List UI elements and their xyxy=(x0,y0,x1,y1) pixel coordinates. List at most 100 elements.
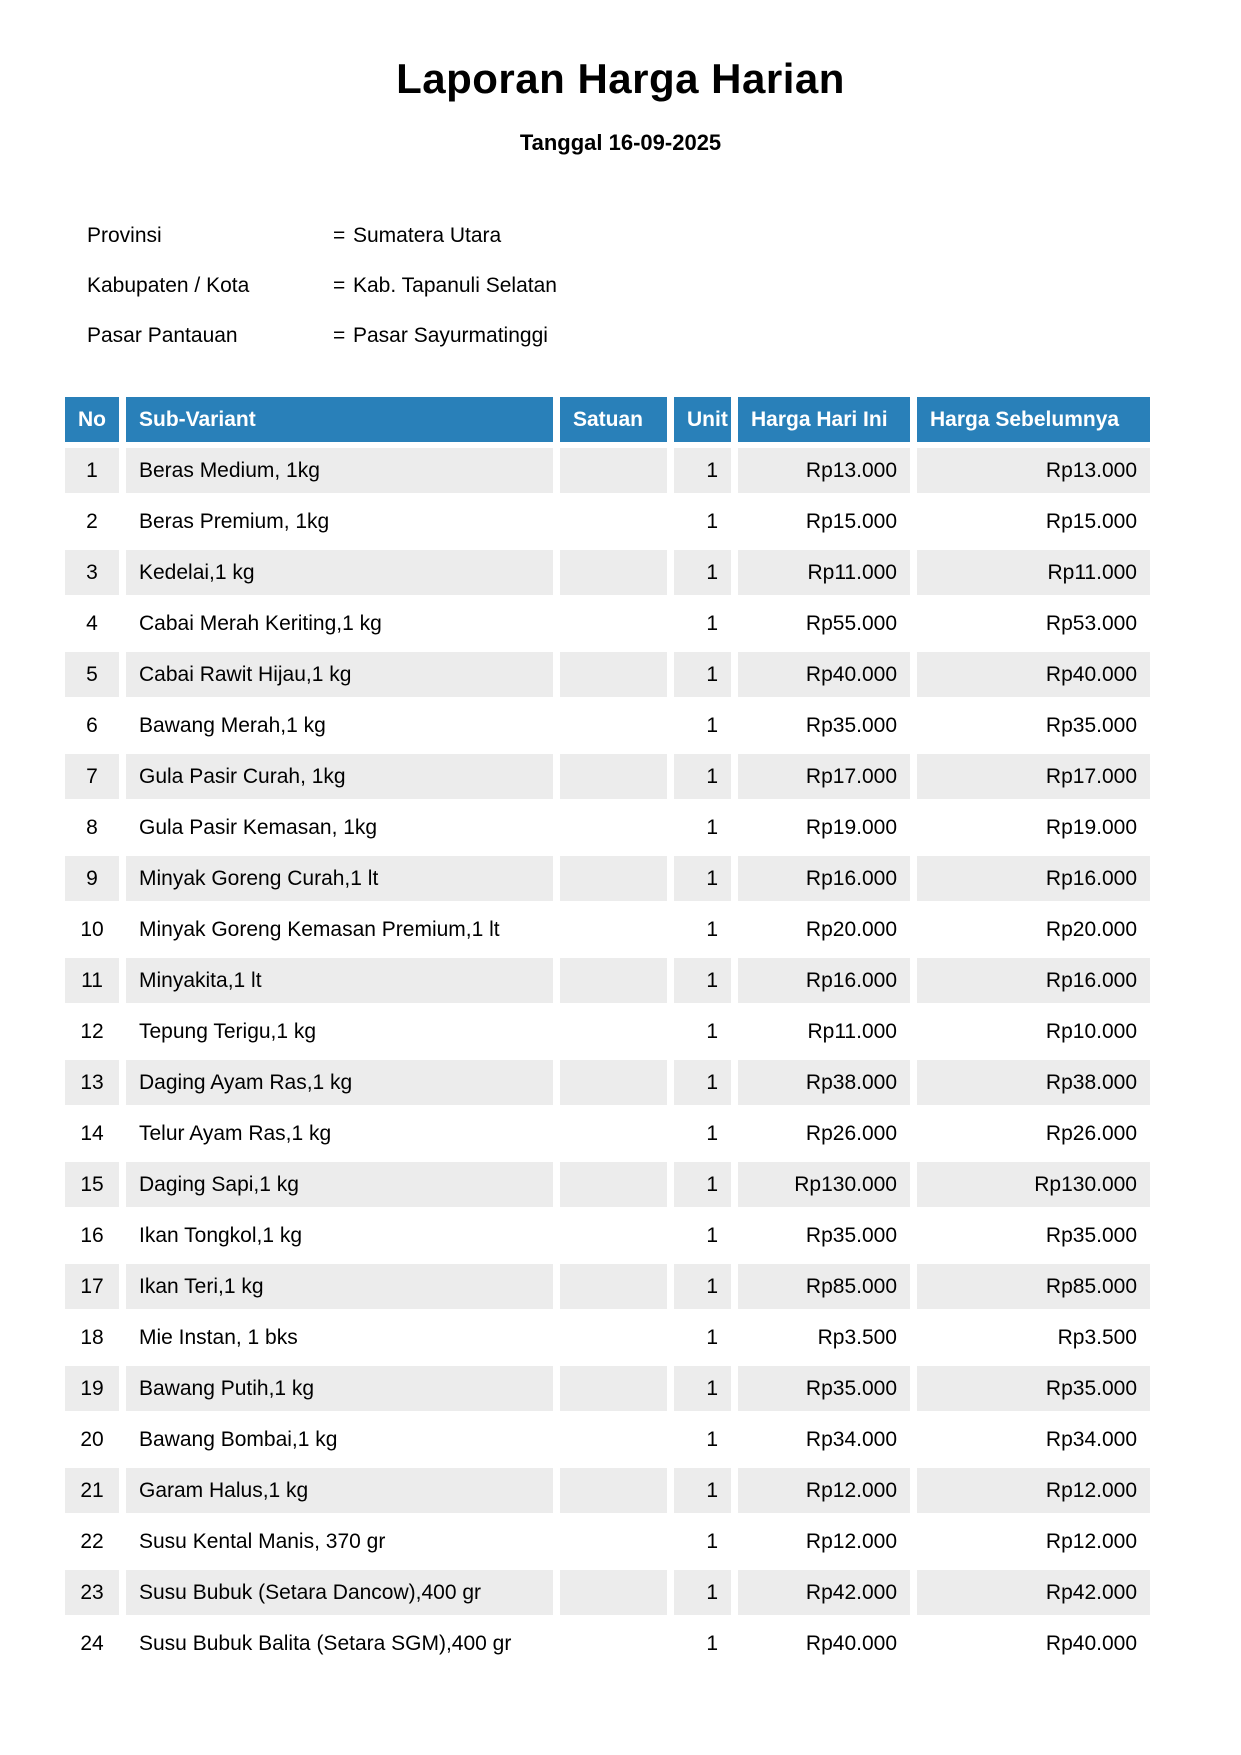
cell-harga-hari-ini: Rp35.000 xyxy=(738,1366,910,1411)
table-body: 1 Beras Medium, 1kg 1 Rp13.000 Rp13.000 2 Bera… xyxy=(65,448,1150,1666)
cell-harga-sebelumnya: Rp42.000 xyxy=(917,1570,1150,1615)
column-header-sub-variant: Sub-Variant xyxy=(126,397,553,442)
pasar-label: Pasar Pantauan xyxy=(87,324,238,347)
cell-no: 15 xyxy=(65,1162,119,1207)
cell-sub-variant: Minyak Goreng Kemasan Premium,1 lt xyxy=(126,907,553,952)
column-header-harga-sebelumnya: Harga Sebelumnya xyxy=(917,397,1150,442)
table-row: 10 Minyak Goreng Kemasan Premium,1 lt 1 Rp2… xyxy=(65,907,1150,952)
cell-no: 18 xyxy=(65,1315,119,1360)
cell-no: 24 xyxy=(65,1621,119,1666)
cell-unit: 1 xyxy=(674,499,731,544)
cell-harga-hari-ini: Rp17.000 xyxy=(738,754,910,799)
cell-harga-hari-ini: Rp12.000 xyxy=(738,1519,910,1564)
cell-unit: 1 xyxy=(674,550,731,595)
cell-harga-sebelumnya: Rp26.000 xyxy=(917,1111,1150,1156)
cell-no: 6 xyxy=(65,703,119,748)
cell-no: 8 xyxy=(65,805,119,850)
cell-sub-variant: Telur Ayam Ras,1 kg xyxy=(126,1111,553,1156)
cell-satuan xyxy=(560,550,667,595)
cell-unit: 1 xyxy=(674,907,731,952)
provinsi-label: Provinsi xyxy=(87,224,162,247)
table-row: 21 Garam Halus,1 kg 1 Rp12.000 Rp12.000 xyxy=(65,1468,1150,1513)
metadata-block: Provinsi = Sumatera Utara Kabupaten / Ko… xyxy=(87,211,1241,361)
cell-satuan xyxy=(560,1519,667,1564)
cell-satuan xyxy=(560,1111,667,1156)
cell-sub-variant: Beras Premium, 1kg xyxy=(126,499,553,544)
cell-harga-sebelumnya: Rp11.000 xyxy=(917,550,1150,595)
table-row: 18 Mie Instan, 1 bks 1 Rp3.500 Rp3.500 xyxy=(65,1315,1150,1360)
cell-harga-hari-ini: Rp35.000 xyxy=(738,703,910,748)
cell-unit: 1 xyxy=(674,805,731,850)
cell-harga-sebelumnya: Rp35.000 xyxy=(917,1366,1150,1411)
cell-satuan xyxy=(560,601,667,646)
cell-unit: 1 xyxy=(674,1621,731,1666)
cell-harga-hari-ini: Rp19.000 xyxy=(738,805,910,850)
price-table: No Sub-Variant Satuan Unit Harga Hari Ini Har… xyxy=(58,391,1157,1672)
table-row: 1 Beras Medium, 1kg 1 Rp13.000 Rp13.000 xyxy=(65,448,1150,493)
cell-unit: 1 xyxy=(674,1264,731,1309)
table-row: 12 Tepung Terigu,1 kg 1 Rp11.000 Rp10.000 xyxy=(65,1009,1150,1054)
cell-satuan xyxy=(560,1468,667,1513)
cell-unit: 1 xyxy=(674,652,731,697)
cell-no: 3 xyxy=(65,550,119,595)
cell-sub-variant: Mie Instan, 1 bks xyxy=(126,1315,553,1360)
report-date: Tanggal 16-09-2025 xyxy=(519,130,722,155)
cell-no: 16 xyxy=(65,1213,119,1258)
table-row: 7 Gula Pasir Curah, 1kg 1 Rp17.000 Rp17.000 xyxy=(65,754,1150,799)
cell-harga-sebelumnya: Rp38.000 xyxy=(917,1060,1150,1105)
cell-harga-hari-ini: Rp12.000 xyxy=(738,1468,910,1513)
cell-sub-variant: Susu Bubuk Balita (Setara SGM),400 gr xyxy=(126,1621,553,1666)
cell-sub-variant: Bawang Bombai,1 kg xyxy=(126,1417,553,1462)
cell-satuan xyxy=(560,805,667,850)
cell-harga-hari-ini: Rp85.000 xyxy=(738,1264,910,1309)
cell-sub-variant: Ikan Teri,1 kg xyxy=(126,1264,553,1309)
cell-harga-hari-ini: Rp15.000 xyxy=(738,499,910,544)
cell-unit: 1 xyxy=(674,1570,731,1615)
cell-harga-hari-ini: Rp40.000 xyxy=(738,1621,910,1666)
cell-unit: 1 xyxy=(674,1519,731,1564)
cell-satuan xyxy=(560,1009,667,1054)
cell-no: 23 xyxy=(65,1570,119,1615)
cell-sub-variant: Kedelai,1 kg xyxy=(126,550,553,595)
cell-no: 4 xyxy=(65,601,119,646)
cell-unit: 1 xyxy=(674,754,731,799)
cell-harga-hari-ini: Rp16.000 xyxy=(738,958,910,1003)
cell-unit: 1 xyxy=(674,1162,731,1207)
table-row: 3 Kedelai,1 kg 1 Rp11.000 Rp11.000 xyxy=(65,550,1150,595)
table-row: 5 Cabai Rawit Hijau,1 kg 1 Rp40.000 Rp40.000 xyxy=(65,652,1150,697)
cell-sub-variant: Susu Kental Manis, 370 gr xyxy=(126,1519,553,1564)
table-row: 9 Minyak Goreng Curah,1 lt 1 Rp16.000 Rp16.0… xyxy=(65,856,1150,901)
cell-unit: 1 xyxy=(674,1468,731,1513)
cell-harga-sebelumnya: Rp40.000 xyxy=(917,1621,1150,1666)
cell-no: 17 xyxy=(65,1264,119,1309)
cell-harga-sebelumnya: Rp20.000 xyxy=(917,907,1150,952)
cell-harga-hari-ini: Rp3.500 xyxy=(738,1315,910,1360)
cell-harga-hari-ini: Rp34.000 xyxy=(738,1417,910,1462)
cell-satuan xyxy=(560,1621,667,1666)
cell-no: 10 xyxy=(65,907,119,952)
metadata-row-kabupaten: Kabupaten / Kota = Kab. Tapanuli Selatan xyxy=(87,261,1241,311)
table-row: 2 Beras Premium, 1kg 1 Rp15.000 Rp15.000 xyxy=(65,499,1150,544)
cell-harga-sebelumnya: Rp130.000 xyxy=(917,1162,1150,1207)
cell-harga-sebelumnya: Rp17.000 xyxy=(917,754,1150,799)
cell-harga-hari-ini: Rp38.000 xyxy=(738,1060,910,1105)
cell-unit: 1 xyxy=(674,1060,731,1105)
cell-sub-variant: Garam Halus,1 kg xyxy=(126,1468,553,1513)
cell-unit: 1 xyxy=(674,1213,731,1258)
cell-harga-hari-ini: Rp35.000 xyxy=(738,1213,910,1258)
cell-harga-hari-ini: Rp11.000 xyxy=(738,550,910,595)
cell-unit: 1 xyxy=(674,856,731,901)
cell-harga-hari-ini: Rp55.000 xyxy=(738,601,910,646)
cell-no: 22 xyxy=(65,1519,119,1564)
cell-harga-hari-ini: Rp13.000 xyxy=(738,448,910,493)
cell-sub-variant: Tepung Terigu,1 kg xyxy=(126,1009,553,1054)
table-row: 11 Minyakita,1 lt 1 Rp16.000 Rp16.000 xyxy=(65,958,1150,1003)
cell-unit: 1 xyxy=(674,448,731,493)
kabupaten-value: Kab. Tapanuli Selatan xyxy=(353,274,557,297)
metadata-row-provinsi: Provinsi = Sumatera Utara xyxy=(87,211,1241,261)
cell-satuan xyxy=(560,1315,667,1360)
cell-no: 11 xyxy=(65,958,119,1003)
cell-no: 20 xyxy=(65,1417,119,1462)
cell-no: 7 xyxy=(65,754,119,799)
